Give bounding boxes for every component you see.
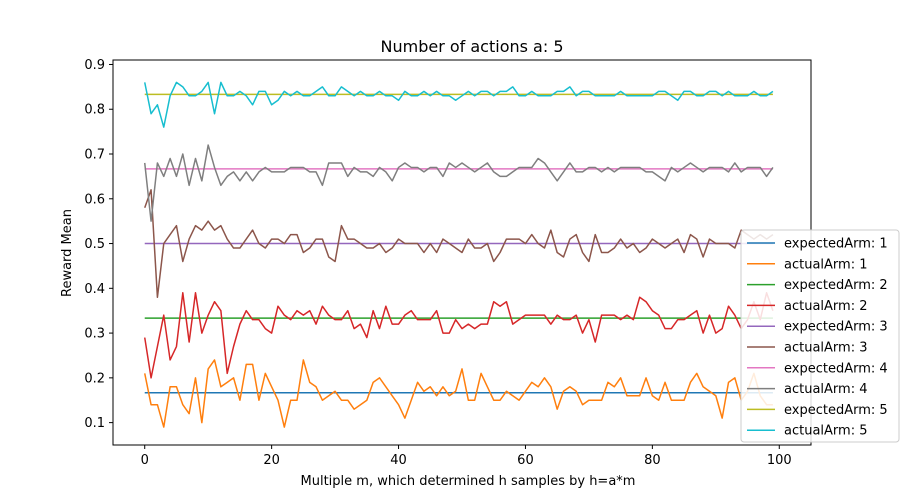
- y-tick-label: 0.5: [84, 237, 105, 252]
- series-line-actualarm-5: [143, 81, 774, 128]
- legend-label: expectedArm: 1: [784, 237, 888, 252]
- legend-label: expectedArm: 4: [784, 361, 888, 376]
- legend-box: [740, 229, 900, 443]
- legend-label: actualArm: 5: [784, 424, 867, 439]
- x-axis-label: Multiple m, which determined h samples b…: [301, 474, 636, 489]
- y-axis-label: Reward Mean: [60, 209, 75, 297]
- y-tick-label: 0.1: [84, 416, 105, 431]
- legend-label: expectedArm: 3: [784, 320, 888, 335]
- x-tick-label: 80: [644, 453, 661, 468]
- y-tick-label: 0.8: [84, 103, 105, 118]
- y-tick-label: 0.9: [84, 58, 105, 73]
- legend-label: actualArm: 3: [784, 341, 867, 356]
- x-tick-label: 20: [263, 453, 280, 468]
- series-line-actualarm-2: [143, 292, 774, 379]
- chart-title: Number of actions a: 5: [381, 37, 564, 56]
- legend-label: expectedArm: 2: [784, 278, 888, 293]
- x-tick-label: 60: [517, 453, 534, 468]
- x-tick-label: 0: [141, 453, 149, 468]
- y-tick-label: 0.2: [84, 371, 105, 386]
- legend-label: actualArm: 1: [784, 257, 867, 272]
- legend-label: actualArm: 4: [784, 382, 867, 397]
- y-tick-label: 0.6: [84, 192, 105, 207]
- y-tick-label: 0.4: [84, 282, 105, 297]
- legend-label: expectedArm: 5: [784, 403, 888, 418]
- x-axis: 0 20 40 60 80 100: [141, 445, 792, 468]
- y-tick-label: 0.3: [84, 327, 105, 342]
- x-tick-label: 100: [767, 453, 792, 468]
- legend-label: actualArm: 2: [784, 299, 867, 314]
- x-tick-label: 40: [390, 453, 407, 468]
- y-axis: 0.1 0.2 0.3 0.4 0.5 0.6 0.7 0.8 0.9: [84, 58, 113, 431]
- series-line-actualarm-1: [143, 359, 773, 428]
- legend: expectedArm: 1 actualArm: 1 expectedArm: 2…: [740, 229, 900, 443]
- y-tick-label: 0.7: [84, 148, 105, 163]
- series-line-actualarm-4: [143, 144, 774, 222]
- plot-lines: [143, 81, 774, 428]
- series-line-actualarm-3: [144, 189, 774, 299]
